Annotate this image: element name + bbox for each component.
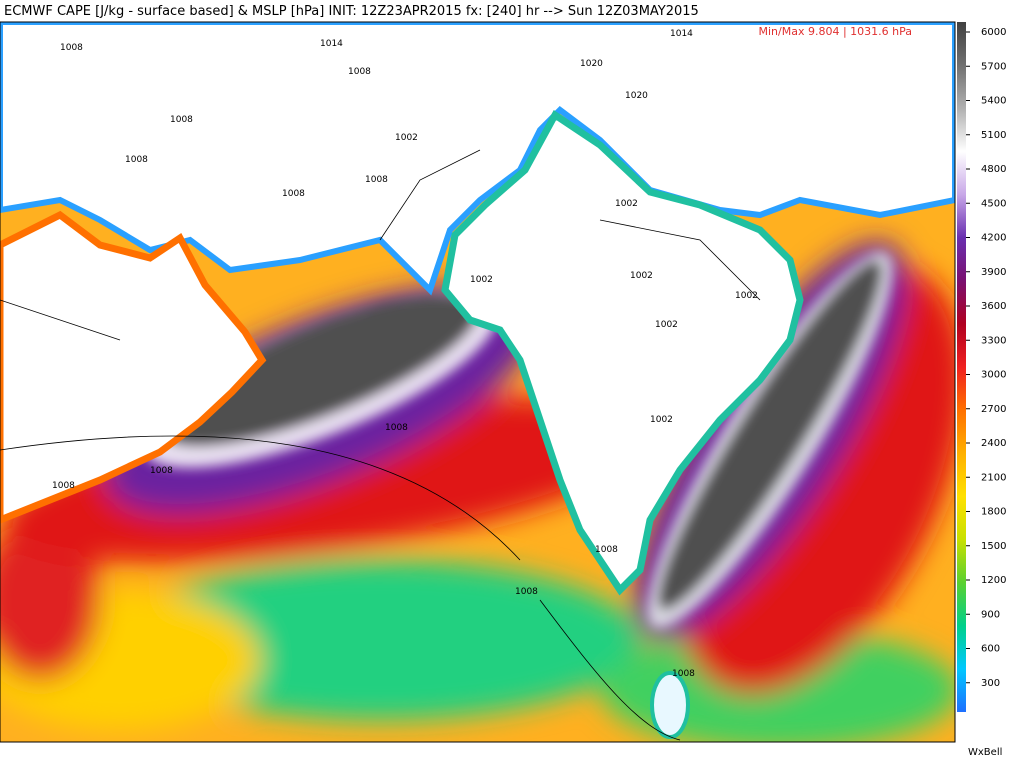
colorbar-tick-label: 3000 [981,370,1006,381]
colorbar-tick-label: 2100 [981,472,1006,483]
colorbar-tick-label: 300 [981,678,1000,689]
contour-label: 1008 [282,189,305,199]
contour-label: 1008 [672,669,695,679]
colorbar-tick-label: 4800 [981,164,1006,175]
contour-label: 1008 [60,43,83,53]
colorbar-tick-label: 1200 [981,575,1006,586]
contour-label: 1008 [125,155,148,165]
contour-label: 1002 [735,291,758,301]
contour-label: 1014 [320,39,343,49]
contour-label: 1008 [365,175,388,185]
colorbar-tick-label: 3900 [981,267,1006,278]
colorbar-tick-label: 4500 [981,198,1006,209]
contour-label: 1002 [470,275,493,285]
contour-label: 1002 [615,199,638,209]
credit: WxBell [968,747,1002,758]
contour-label: 1008 [595,545,618,555]
contour-label: 1008 [170,115,193,125]
contour-label: 1020 [580,59,603,69]
contour-label: 1008 [515,587,538,597]
colorbar-tick-label: 6000 [981,27,1006,38]
colorbar-tick-label: 5700 [981,61,1006,72]
colorbar-tick-label: 3600 [981,301,1006,312]
contour-label: 1002 [630,271,653,281]
contour-label: 1008 [52,481,75,491]
contour-label: 1014 [670,29,693,39]
min-max: Min/Max 9.804 | 1031.6 hPa [759,25,913,38]
colorbar [957,22,966,712]
contour-label: 1002 [395,133,418,143]
contour-label: 1002 [655,320,678,330]
contour-label: 1008 [385,423,408,433]
contour-label: 1008 [150,466,173,476]
colorbar-tick-label: 4200 [981,233,1006,244]
colorbar-tick-label: 2700 [981,404,1006,415]
colorbar-tick-label: 5400 [981,96,1006,107]
map-title: ECMWF CAPE [J/kg - surface based] & MSLP… [4,4,699,19]
colorbar-tick-label: 1500 [981,541,1006,552]
colorbar-tick-label: 3300 [981,335,1006,346]
contour-label: 1020 [625,91,648,101]
contour-label: 1008 [348,67,371,77]
colorbar-tick-label: 600 [981,644,1000,655]
colorbar-tick-label: 5100 [981,130,1006,141]
colorbar-tick-label: 2400 [981,438,1006,449]
map-area [0,22,955,742]
contour-label: 1002 [650,415,673,425]
colorbar-tick-label: 1800 [981,507,1006,518]
colorbar-tick-label: 900 [981,609,1000,620]
